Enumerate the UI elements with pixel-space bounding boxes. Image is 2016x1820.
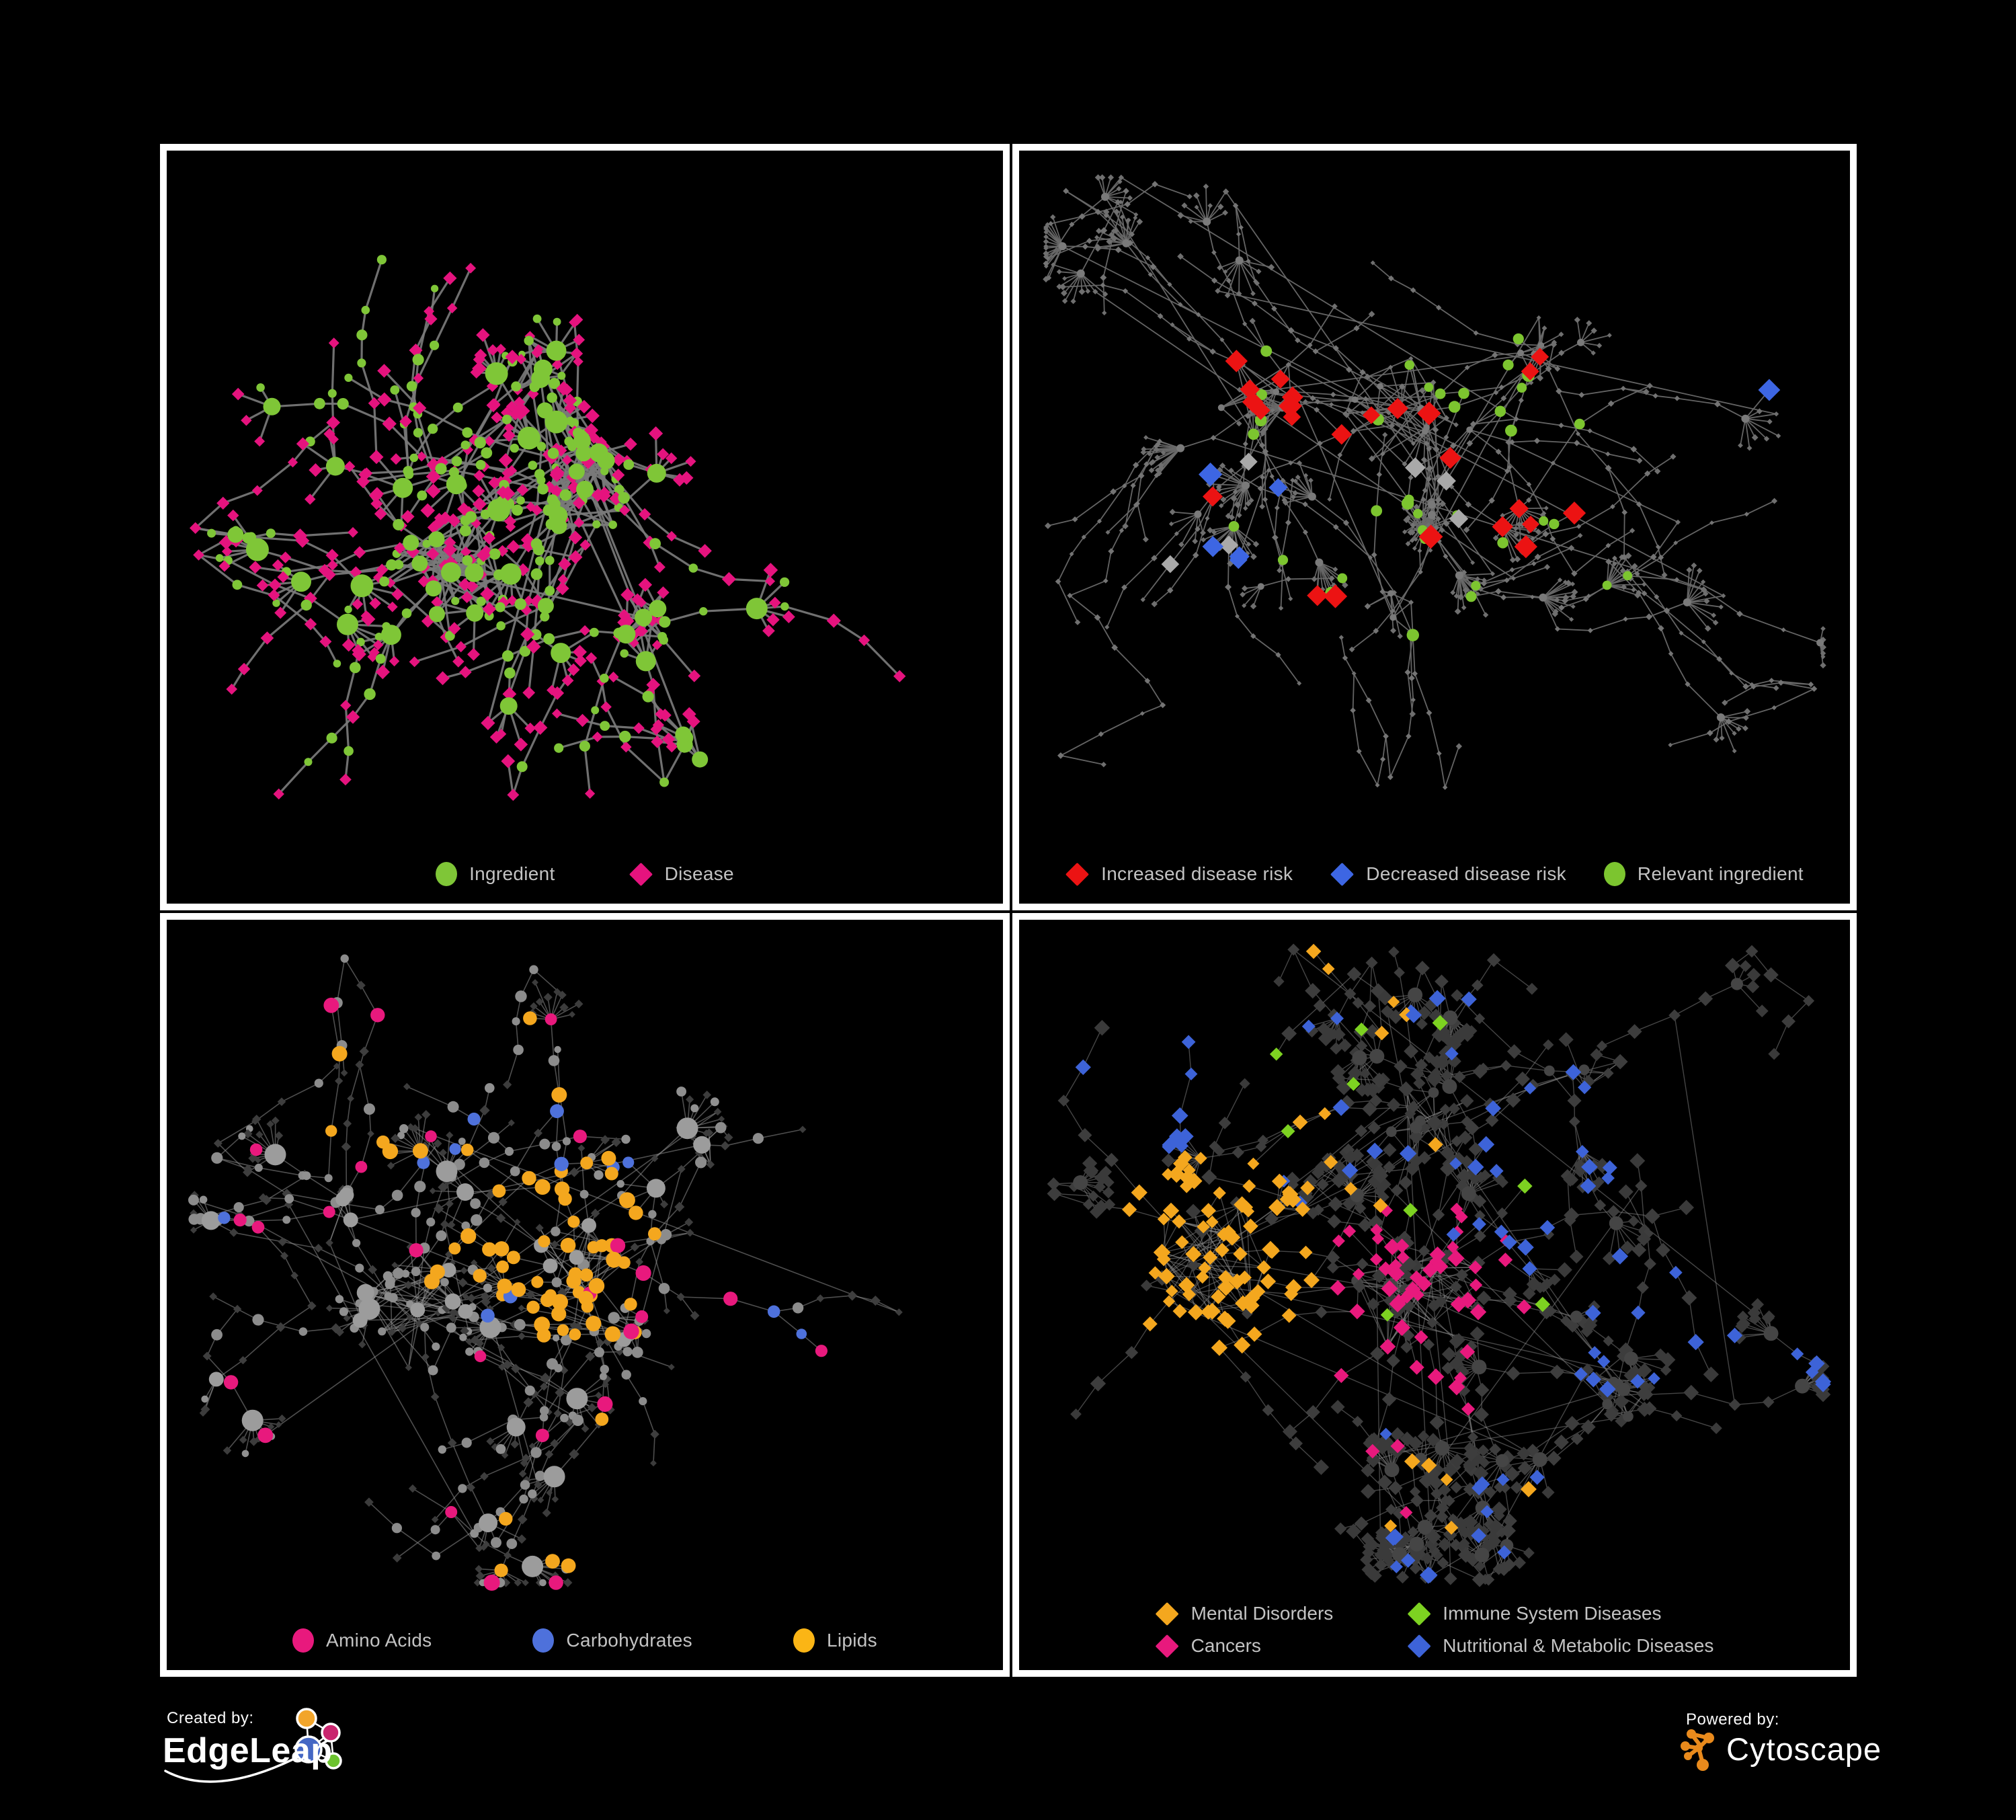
legend-item-nutritional-metabolic-diseases: Nutritional & Metabolic Diseases (1407, 1634, 1714, 1658)
disease-risk-graph (1043, 174, 1826, 790)
legend-nutrient-classes: Amino Acids Carbohydrates Lipids (167, 1628, 1003, 1653)
legend-item-amino-acids: Amino Acids (292, 1628, 432, 1653)
legend-ingredient-disease: Ingredient Disease (167, 862, 1003, 886)
legend-item-disease: Disease (629, 862, 734, 886)
panel-ingredient-disease: Ingredient Disease (160, 144, 1010, 910)
legend-item-decreased-risk: Decreased disease risk (1330, 862, 1566, 886)
legend-label: Carbohydrates (566, 1630, 692, 1651)
created-by-label: Created by: (167, 1709, 254, 1727)
nutritional-metabolic-diamond-icon (1407, 1634, 1431, 1658)
ingredient-circle-icon (436, 862, 458, 886)
legend-label: Decreased disease risk (1366, 863, 1566, 884)
legend-label: Lipids (826, 1630, 877, 1651)
legend-item-immune-system-diseases: Immune System Diseases (1407, 1601, 1662, 1626)
powered-by-branding: Powered by: Cytoscape (1679, 1706, 1908, 1780)
carbohydrates-circle-icon (532, 1628, 555, 1653)
legend-item-ingredient: Ingredient (436, 862, 555, 886)
powered-by-label: Powered by: (1686, 1710, 1779, 1729)
legend-item-cancers: Cancers (1155, 1634, 1261, 1658)
increased-risk-diamond-icon (1065, 862, 1090, 886)
legend-label: Relevant ingredient (1637, 863, 1804, 884)
legend-label: Increased disease risk (1101, 863, 1293, 884)
legend-item-carbohydrates: Carbohydrates (532, 1628, 692, 1653)
legend-disease-categories: Mental Disorders Immune System Diseases … (1155, 1601, 1714, 1658)
created-by-branding: Created by: EdgeLeap (161, 1704, 350, 1791)
legend-disease-risk: Increased disease risk Decreased disease… (1019, 862, 1850, 886)
legend-item-mental-disorders: Mental Disorders (1155, 1601, 1334, 1626)
cytoscape-logo-icon (1681, 1729, 1714, 1771)
panel-disease-risk: Increased disease risk Decreased disease… (1012, 144, 1857, 910)
legend-label: Nutritional & Metabolic Diseases (1443, 1635, 1714, 1656)
legend-label: Disease (664, 863, 734, 884)
panel-disease-categories: Mental Disorders Immune System Diseases … (1012, 913, 1857, 1677)
edgeleap-logo-icon (164, 1708, 342, 1783)
cytoscape-wordmark: Cytoscape (1726, 1731, 1882, 1767)
lipids-circle-icon (793, 1628, 815, 1653)
disease-diamond-icon (629, 862, 653, 886)
legend-item-increased-risk: Increased disease risk (1065, 862, 1293, 886)
relevant-ingredient-circle-icon (1603, 862, 1625, 886)
legend-label: Mental Disorders (1191, 1603, 1334, 1624)
decreased-risk-diamond-icon (1330, 862, 1355, 886)
legend-label: Ingredient (469, 863, 555, 884)
legend-item-lipids: Lipids (793, 1628, 877, 1653)
legend-label: Immune System Diseases (1443, 1603, 1662, 1624)
amino-acids-circle-icon (292, 1628, 315, 1653)
legend-label: Cancers (1191, 1635, 1261, 1656)
disease-category-graph (1047, 943, 1832, 1587)
immune-system-diamond-icon (1407, 1601, 1431, 1626)
panel-nutrient-classes: Amino Acids Carbohydrates Lipids (160, 913, 1010, 1677)
cancers-diamond-icon (1155, 1634, 1179, 1658)
legend-label: Amino Acids (326, 1630, 432, 1651)
ingredient-disease-graph (190, 255, 906, 801)
legend-item-relevant-ingredient: Relevant ingredient (1603, 862, 1804, 886)
mental-disorders-diamond-icon (1155, 1601, 1179, 1626)
edgeleap-wordmark: EdgeLeap (163, 1731, 333, 1770)
nutrient-class-graph (188, 954, 903, 1591)
